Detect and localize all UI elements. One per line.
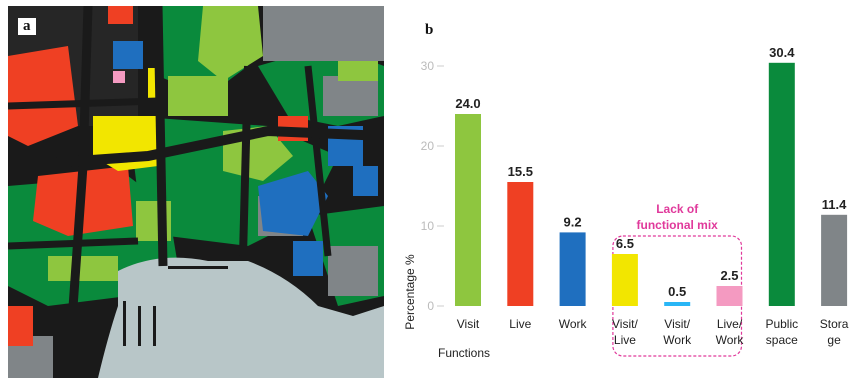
category-label-line2: space [766,333,798,347]
y-tick-label: 10 [421,219,435,233]
bar [455,114,481,306]
x-axis-label: Functions [438,346,490,360]
bar [507,182,534,306]
panel-b-label: b [425,22,434,38]
category-label: Public [765,317,798,331]
bar [821,214,848,306]
bar-value-label: 24.0 [455,96,480,111]
category-label: Live [509,317,531,331]
category-label: Live/ [717,317,743,331]
annotation-label-line1: Lack of [656,202,699,216]
category-label-line2: Work [716,333,745,347]
bar-value-label: 11.4 [822,197,847,212]
bar-value-label: 30.4 [769,45,795,60]
y-tick-label: 20 [421,139,435,153]
bar-value-label: 2.5 [720,268,738,283]
bar [559,232,586,306]
category-label: Visit/ [612,317,638,331]
map-image [8,6,384,378]
category-label-line2: Work [663,333,692,347]
panel-a-label: a [18,18,36,35]
bar [716,286,743,306]
category-label-line2: ge [827,333,841,347]
functional-map: a [8,6,384,378]
bar-value-label: 6.5 [616,236,634,251]
bar [768,62,795,306]
category-label: Visit/ [664,317,690,331]
y-axis-label: Percentage % [403,254,417,330]
bar-value-label: 9.2 [564,214,582,229]
bar [664,302,691,306]
category-label: Work [559,317,588,331]
bar-value-label: 15.5 [508,164,533,179]
functions-bar-chart: Percentage % Functions 0 10 20 30 Lack of fun… [403,45,849,360]
category-label-line2: Live [614,333,636,347]
category-label: Stora [820,317,849,331]
annotation-label-line2: functional mix [637,218,719,232]
category-label: Visit [457,317,480,331]
bar-value-label: 0.5 [668,284,686,299]
bar [611,254,638,306]
chart-marks: 0 10 20 30 Lack of functional mix 24.0 Visit 15.… [421,45,849,357]
y-tick-label: 0 [427,299,434,313]
y-tick-label: 30 [421,59,435,73]
